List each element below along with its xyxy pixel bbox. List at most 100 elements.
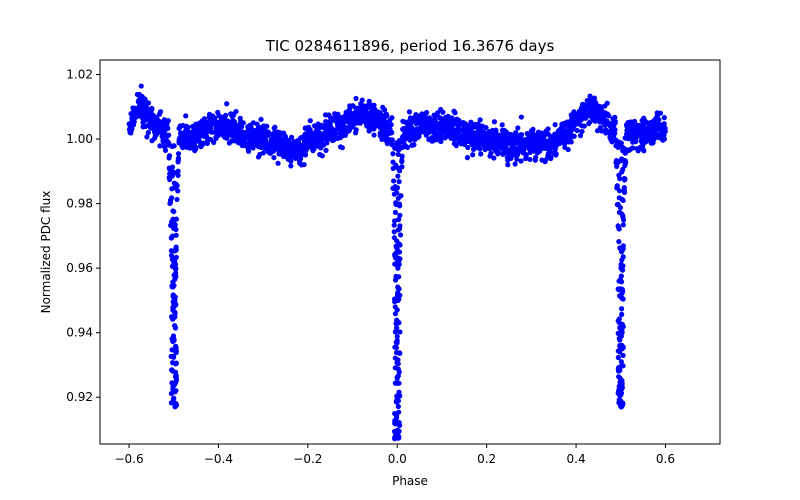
data-point xyxy=(394,190,400,196)
data-point xyxy=(396,420,402,426)
data-point xyxy=(620,144,626,151)
x-tick-label: 0.0 xyxy=(388,452,407,466)
data-point xyxy=(169,283,175,289)
data-point xyxy=(375,109,381,115)
data-point xyxy=(392,218,398,224)
data-point xyxy=(172,222,178,228)
data-point xyxy=(391,229,397,235)
data-point xyxy=(307,118,313,124)
data-point xyxy=(587,93,593,99)
data-point xyxy=(661,127,667,133)
data-point xyxy=(639,136,645,142)
data-point xyxy=(477,117,483,123)
data-point xyxy=(257,133,263,139)
data-point xyxy=(565,146,571,153)
data-point xyxy=(347,106,353,112)
data-point xyxy=(603,127,609,133)
data-point xyxy=(366,98,372,104)
data-point xyxy=(337,131,344,137)
data-point xyxy=(490,134,496,140)
data-point xyxy=(395,165,401,171)
data-point xyxy=(172,294,178,300)
data-point xyxy=(149,138,155,144)
data-point xyxy=(382,135,388,141)
data-point xyxy=(352,115,358,121)
data-point xyxy=(172,343,179,349)
data-point xyxy=(538,145,544,152)
data-point xyxy=(271,125,277,131)
data-point xyxy=(400,126,406,132)
data-point xyxy=(330,131,336,138)
data-point xyxy=(496,149,502,156)
data-point xyxy=(294,148,300,154)
data-point xyxy=(148,118,155,124)
data-point xyxy=(392,209,399,216)
data-point xyxy=(654,113,660,119)
data-point xyxy=(601,116,607,122)
data-point xyxy=(201,140,207,146)
data-point xyxy=(157,109,164,115)
data-point xyxy=(174,196,180,203)
data-point xyxy=(397,242,403,248)
data-point xyxy=(303,125,310,131)
data-point xyxy=(140,124,146,130)
data-point xyxy=(539,157,545,163)
data-point xyxy=(545,131,551,137)
data-point xyxy=(397,223,403,229)
data-point xyxy=(597,124,603,131)
data-point xyxy=(169,168,175,174)
data-point xyxy=(184,142,190,148)
data-point xyxy=(616,374,622,380)
x-tick-label: −0.4 xyxy=(204,452,233,466)
data-point xyxy=(409,130,416,136)
data-point xyxy=(284,137,290,143)
data-point xyxy=(165,139,171,145)
data-point xyxy=(372,117,378,123)
data-point xyxy=(598,104,604,110)
data-point xyxy=(529,128,536,134)
data-point xyxy=(506,132,513,138)
data-point xyxy=(382,107,388,113)
x-tick-label: 0.2 xyxy=(477,452,496,466)
data-point xyxy=(311,146,317,152)
data-point xyxy=(383,111,389,117)
data-point xyxy=(505,137,511,143)
data-point xyxy=(298,152,304,158)
data-point xyxy=(443,119,449,125)
data-point xyxy=(471,138,477,144)
data-point xyxy=(192,148,198,154)
data-point xyxy=(524,140,530,146)
data-point xyxy=(561,141,568,147)
data-point xyxy=(169,234,175,241)
data-point xyxy=(396,216,402,223)
data-point xyxy=(634,122,640,129)
data-point xyxy=(392,365,398,371)
data-point xyxy=(338,117,344,123)
data-point xyxy=(207,136,214,143)
y-tick-label: 1.02 xyxy=(66,68,93,82)
data-point xyxy=(275,160,281,166)
data-point xyxy=(145,129,151,136)
data-point xyxy=(297,160,303,166)
data-point xyxy=(399,153,405,159)
data-point xyxy=(631,136,638,142)
data-point xyxy=(661,115,667,121)
data-point xyxy=(335,122,341,129)
data-point xyxy=(168,248,175,254)
data-point xyxy=(438,131,445,137)
data-point xyxy=(171,259,177,266)
data-point xyxy=(650,131,656,137)
data-point xyxy=(257,151,263,157)
data-point xyxy=(393,243,399,249)
data-point xyxy=(281,141,288,147)
data-point xyxy=(581,123,587,129)
data-point xyxy=(641,148,647,154)
data-point xyxy=(571,133,577,139)
x-axis-label: Phase xyxy=(392,474,428,488)
data-point xyxy=(513,152,519,158)
data-point xyxy=(616,287,622,293)
data-point xyxy=(620,352,626,359)
data-point xyxy=(619,329,625,335)
data-point xyxy=(555,131,562,137)
data-point xyxy=(362,116,368,122)
